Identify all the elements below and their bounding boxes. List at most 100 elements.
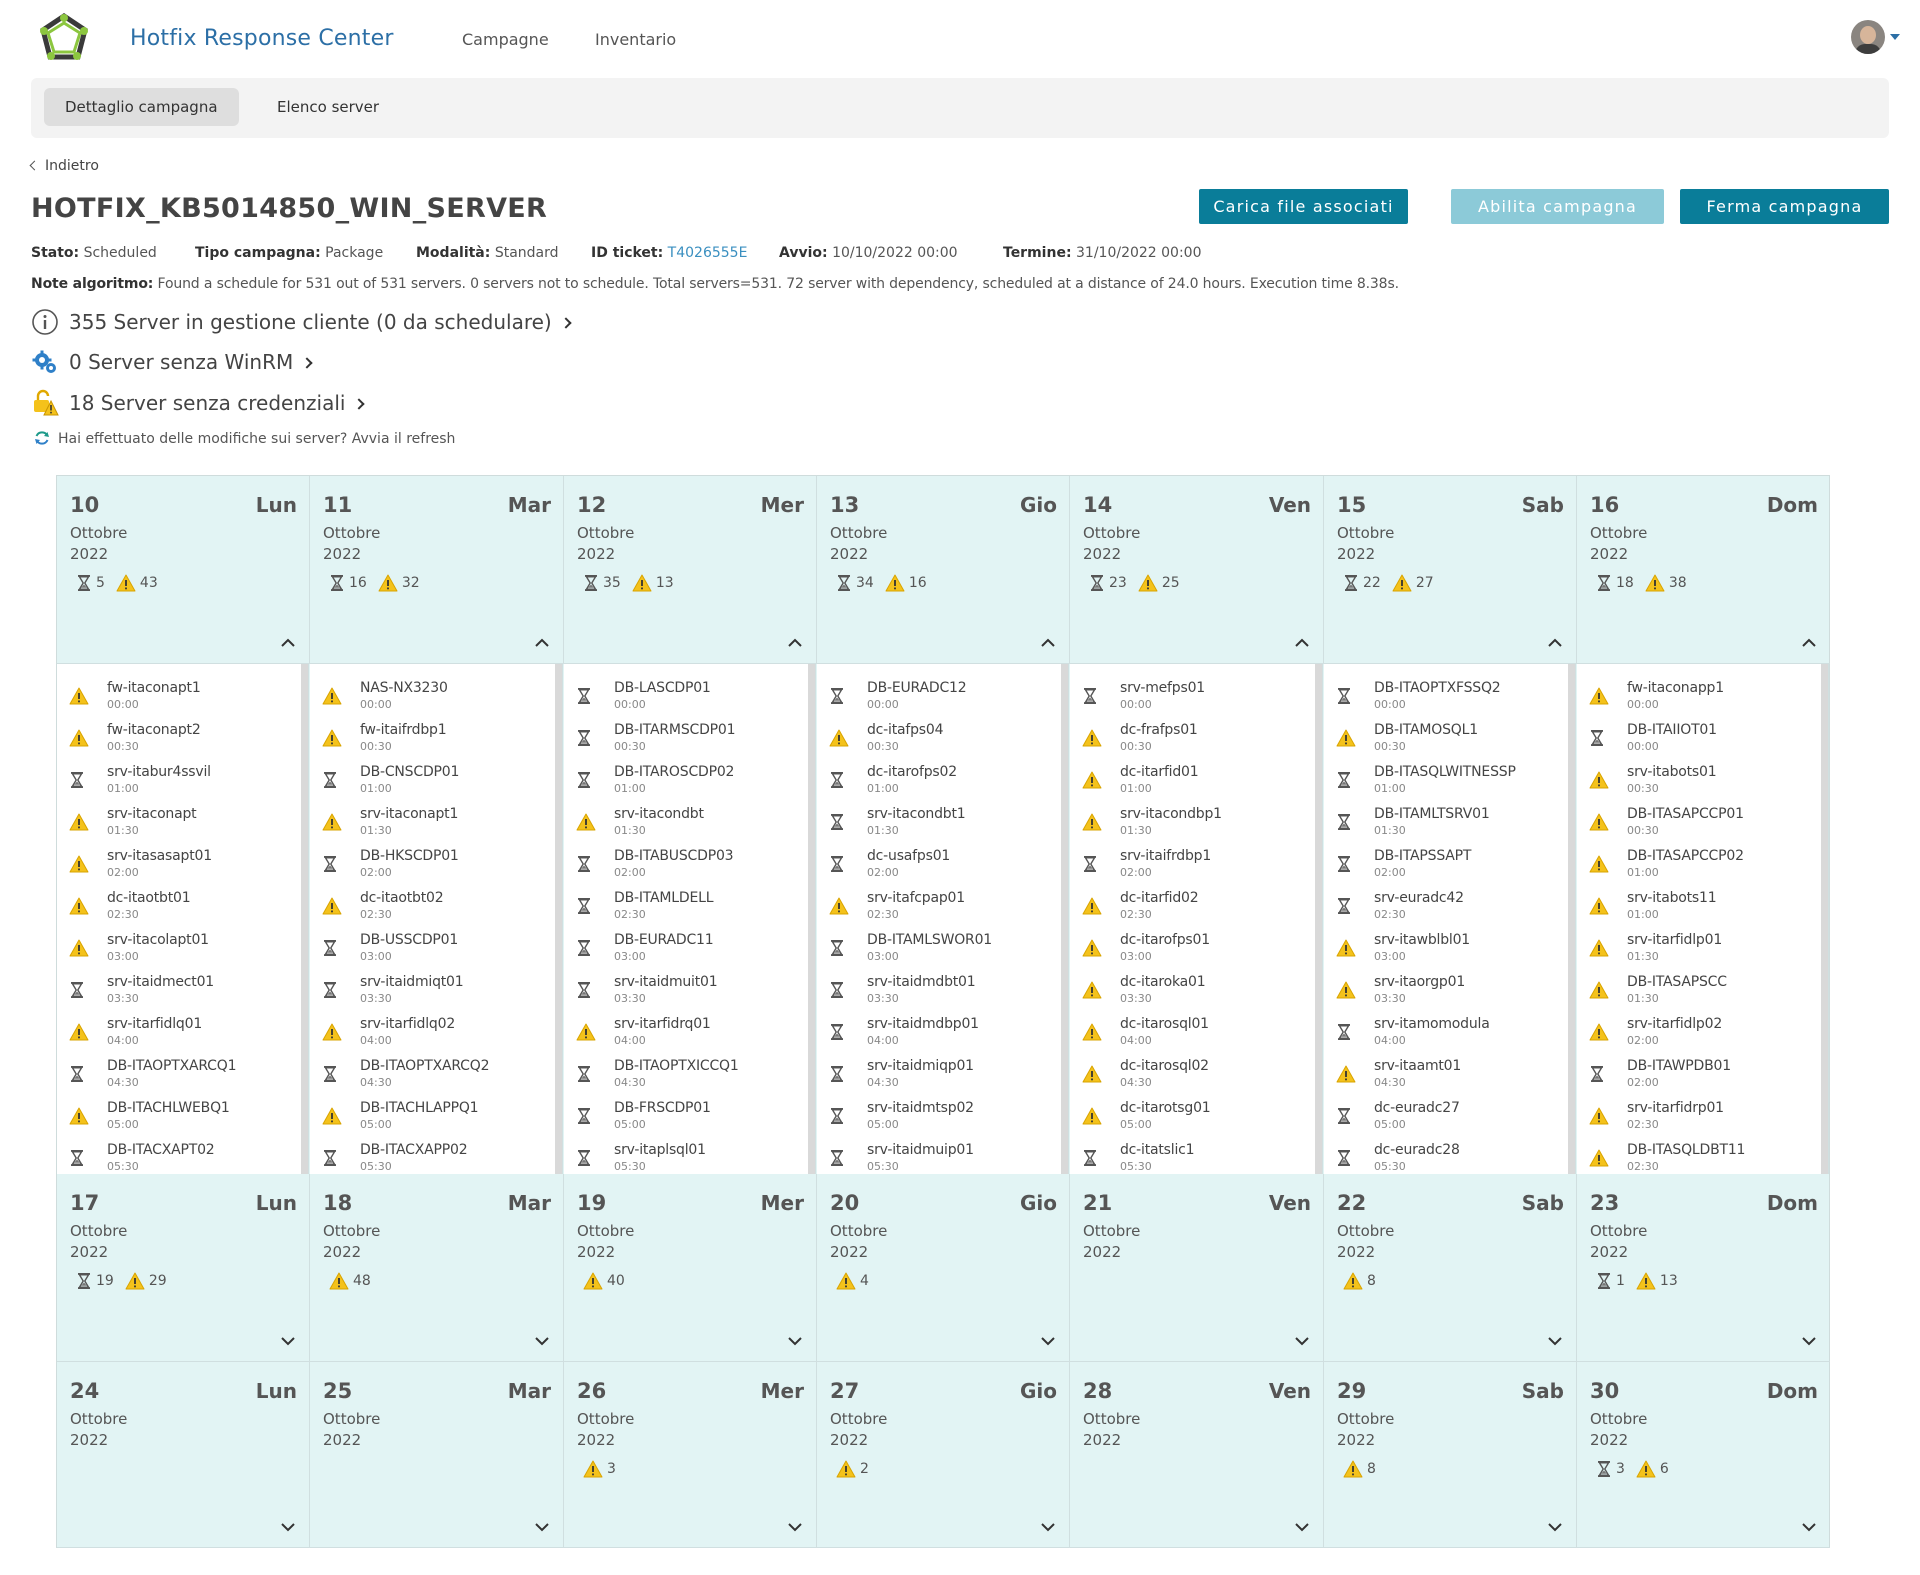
server-item[interactable]: srv-itaorgp01 03:30 <box>1324 970 1554 1010</box>
server-item[interactable]: DB-ITASAPCCP02 01:00 <box>1577 844 1807 884</box>
scrollbar[interactable] <box>1821 664 1828 1174</box>
server-item[interactable]: dc-itarosql02 04:30 <box>1070 1054 1300 1094</box>
server-item[interactable]: srv-itarfidlq01 04:00 <box>57 1012 287 1052</box>
chevron-up-icon[interactable] <box>1801 638 1817 648</box>
server-item[interactable]: fw-itaconapt1 00:00 <box>57 676 287 716</box>
stop-campaign-button[interactable]: Ferma campagna <box>1680 189 1889 224</box>
server-item[interactable]: DB-ITAMOSQL1 00:30 <box>1324 718 1554 758</box>
server-item[interactable]: srv-itabots11 01:00 <box>1577 886 1807 926</box>
nav-link-campagne[interactable]: Campagne <box>462 30 549 49</box>
server-item[interactable]: DB-ITARMSCDP01 00:30 <box>564 718 794 758</box>
chevron-down-icon[interactable] <box>534 1522 550 1532</box>
server-item[interactable]: fw-itaifrdbp1 00:30 <box>310 718 540 758</box>
app-brand[interactable]: Hotfix Response Center <box>130 26 394 51</box>
server-item[interactable]: srv-itaidmiqt01 03:30 <box>310 970 540 1010</box>
server-list-day-11[interactable]: NAS-NX3230 00:00 fw-itaifrdbp1 00:30 DB-CNSC… <box>310 664 563 1174</box>
server-item[interactable]: fw-itaconapp1 00:00 <box>1577 676 1807 716</box>
server-item[interactable]: srv-itaidmtsp02 05:00 <box>817 1096 1047 1136</box>
server-item[interactable]: DB-HKSCDP01 02:00 <box>310 844 540 884</box>
server-item[interactable]: dc-euradc27 05:00 <box>1324 1096 1554 1136</box>
server-item[interactable]: dc-itafps04 00:30 <box>817 718 1047 758</box>
server-item[interactable]: DB-ITAROSCDP02 01:00 <box>564 760 794 800</box>
server-item[interactable]: dc-frafps01 00:30 <box>1070 718 1300 758</box>
chevron-down-icon[interactable] <box>787 1522 803 1532</box>
server-item[interactable]: DB-FRSCDP01 05:00 <box>564 1096 794 1136</box>
server-item[interactable]: srv-itacolapt01 03:00 <box>57 928 287 968</box>
server-list-day-14[interactable]: srv-mefps01 00:00 dc-frafps01 00:30 dc-itarf… <box>1070 664 1323 1174</box>
server-list-day-15[interactable]: DB-ITAOPTXFSSQ2 00:00 DB-ITAMOSQL1 00:30 DB-… <box>1324 664 1576 1174</box>
server-item[interactable]: srv-itacondbt 01:30 <box>564 802 794 842</box>
server-item[interactable]: srv-itarfidlq02 04:00 <box>310 1012 540 1052</box>
server-item[interactable]: dc-itarofps01 03:00 <box>1070 928 1300 968</box>
chevron-down-icon[interactable] <box>1547 1336 1563 1346</box>
server-item[interactable]: DB-ITAWPDB01 02:00 <box>1577 1054 1807 1094</box>
server-item[interactable]: DB-ITAMLDELL 02:30 <box>564 886 794 926</box>
server-item[interactable]: DB-ITACXAPP02 05:30 <box>310 1138 540 1174</box>
chevron-down-icon[interactable] <box>1801 1336 1817 1346</box>
server-item[interactable]: srv-itaidmuit01 03:30 <box>564 970 794 1010</box>
server-list-day-13[interactable]: DB-EURADC12 00:00 dc-itafps04 00:30 dc-itaro… <box>817 664 1069 1174</box>
server-item[interactable]: DB-ITACXAPT02 05:30 <box>57 1138 287 1174</box>
server-item[interactable]: DB-EURADC11 03:00 <box>564 928 794 968</box>
server-item[interactable]: dc-itarfid02 02:30 <box>1070 886 1300 926</box>
enable-campaign-button[interactable]: Abilita campagna <box>1451 189 1664 224</box>
server-item[interactable]: DB-ITAIIOT01 00:00 <box>1577 718 1807 758</box>
server-item[interactable]: DB-CNSCDP01 01:00 <box>310 760 540 800</box>
server-item[interactable]: NAS-NX3230 00:00 <box>310 676 540 716</box>
chevron-down-icon[interactable] <box>1040 1522 1056 1532</box>
tab-dettaglio-campagna[interactable]: Dettaglio campagna <box>44 88 239 126</box>
server-item[interactable]: srv-itasasapt01 02:00 <box>57 844 287 884</box>
server-item[interactable]: DB-ITAMLTSRV01 01:30 <box>1324 802 1554 842</box>
chevron-up-icon[interactable] <box>534 638 550 648</box>
server-item[interactable]: srv-itaidmiqp01 04:30 <box>817 1054 1047 1094</box>
server-item[interactable]: DB-USSCDP01 03:00 <box>310 928 540 968</box>
server-item[interactable]: DB-ITASQLDBT11 02:30 <box>1577 1138 1807 1174</box>
server-item[interactable]: srv-itamomodula 04:00 <box>1324 1012 1554 1052</box>
user-avatar[interactable] <box>1851 20 1885 54</box>
server-item[interactable]: DB-ITAOPTXFSSQ2 00:00 <box>1324 676 1554 716</box>
chevron-down-icon[interactable] <box>280 1522 296 1532</box>
chevron-up-icon[interactable] <box>1040 638 1056 648</box>
server-item[interactable]: dc-itarfid01 01:00 <box>1070 760 1300 800</box>
chevron-down-icon[interactable] <box>534 1336 550 1346</box>
server-item[interactable]: DB-ITACHLWEBQ1 05:00 <box>57 1096 287 1136</box>
server-item[interactable]: srv-itawblbl01 03:00 <box>1324 928 1554 968</box>
server-item[interactable]: srv-itacondbt1 01:30 <box>817 802 1047 842</box>
user-menu-caret-icon[interactable] <box>1890 34 1900 40</box>
chevron-up-icon[interactable] <box>1294 638 1310 648</box>
server-item[interactable]: DB-LASCDP01 00:00 <box>564 676 794 716</box>
chevron-down-icon[interactable] <box>787 1336 803 1346</box>
scrollbar[interactable] <box>808 664 815 1174</box>
server-item[interactable]: srv-itaplsql01 05:30 <box>564 1138 794 1174</box>
back-link[interactable]: Indietro <box>29 158 99 174</box>
server-list-day-10[interactable]: fw-itaconapt1 00:00 fw-itaconapt2 00:30 srv-… <box>57 664 309 1174</box>
scrollbar[interactable] <box>1568 664 1575 1174</box>
server-item[interactable]: DB-ITAOPTXARCQ1 04:30 <box>57 1054 287 1094</box>
nav-link-inventario[interactable]: Inventario <box>595 30 677 49</box>
scrollbar[interactable] <box>301 664 308 1174</box>
server-item[interactable]: DB-ITAPSSAPT 02:00 <box>1324 844 1554 884</box>
chevron-down-icon[interactable] <box>1801 1522 1817 1532</box>
server-item[interactable]: srv-itabots01 00:30 <box>1577 760 1807 800</box>
app-logo-icon[interactable] <box>38 12 90 64</box>
server-item[interactable]: DB-ITASQLWITNESSP 01:00 <box>1324 760 1554 800</box>
server-item[interactable]: srv-itaidmect01 03:30 <box>57 970 287 1010</box>
server-item[interactable]: srv-euradc42 02:30 <box>1324 886 1554 926</box>
scrollbar[interactable] <box>555 664 562 1174</box>
server-item[interactable]: DB-ITAMLSWOR01 03:00 <box>817 928 1047 968</box>
server-item[interactable]: dc-itarotsg01 05:00 <box>1070 1096 1300 1136</box>
server-item[interactable]: dc-itarosql01 04:00 <box>1070 1012 1300 1052</box>
server-item[interactable]: dc-itaroka01 03:30 <box>1070 970 1300 1010</box>
ticket-link[interactable]: T4026555E <box>667 245 748 261</box>
server-item[interactable]: DB-ITASAPSCC 01:30 <box>1577 970 1807 1010</box>
server-item[interactable]: srv-itaconapt 01:30 <box>57 802 287 842</box>
server-item[interactable]: srv-itaidmdbp01 04:00 <box>817 1012 1047 1052</box>
server-item[interactable]: dc-itarofps02 01:00 <box>817 760 1047 800</box>
server-item[interactable]: DB-ITASAPCCP01 00:30 <box>1577 802 1807 842</box>
server-list-day-12[interactable]: DB-LASCDP01 00:00 DB-ITARMSCDP01 00:30 DB-IT… <box>564 664 816 1174</box>
server-item[interactable]: fw-itaconapt2 00:30 <box>57 718 287 758</box>
server-item[interactable]: srv-itarfidlp01 01:30 <box>1577 928 1807 968</box>
server-item[interactable]: DB-ITAOPTXARCQ2 04:30 <box>310 1054 540 1094</box>
server-item[interactable]: DB-EURADC12 00:00 <box>817 676 1047 716</box>
server-item[interactable]: dc-itatslic1 05:30 <box>1070 1138 1300 1174</box>
